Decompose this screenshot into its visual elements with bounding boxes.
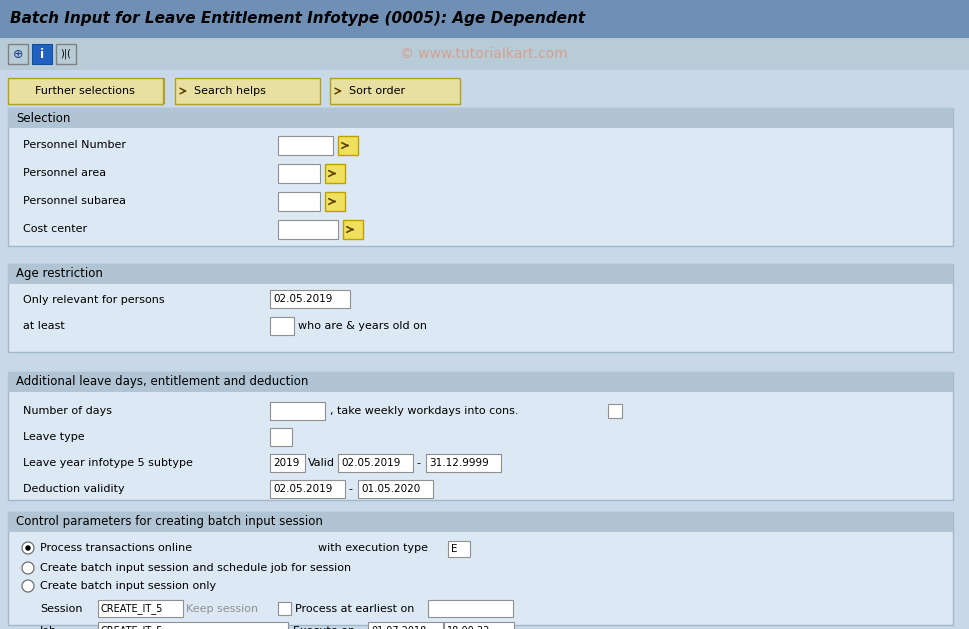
- Text: Batch Input for Leave Entitlement Infotype (0005): Age Dependent: Batch Input for Leave Entitlement Infoty…: [10, 11, 585, 26]
- Text: Leave year infotype 5 subtype: Leave year infotype 5 subtype: [23, 458, 193, 468]
- FancyBboxPatch shape: [330, 78, 460, 104]
- FancyBboxPatch shape: [8, 372, 953, 392]
- Text: Keep session: Keep session: [186, 604, 258, 614]
- Text: ⊕: ⊕: [13, 48, 23, 60]
- Circle shape: [22, 580, 34, 592]
- FancyBboxPatch shape: [0, 38, 969, 70]
- FancyBboxPatch shape: [0, 0, 969, 38]
- FancyBboxPatch shape: [270, 317, 294, 335]
- Text: Job: Job: [40, 626, 57, 629]
- FancyBboxPatch shape: [56, 44, 76, 64]
- FancyBboxPatch shape: [175, 78, 320, 104]
- FancyBboxPatch shape: [32, 44, 52, 64]
- Text: Age restriction: Age restriction: [16, 267, 103, 281]
- FancyBboxPatch shape: [325, 192, 345, 211]
- Text: Additional leave days, entitlement and deduction: Additional leave days, entitlement and d…: [16, 376, 308, 389]
- FancyBboxPatch shape: [270, 290, 350, 308]
- FancyBboxPatch shape: [163, 78, 165, 104]
- FancyBboxPatch shape: [8, 512, 953, 625]
- Text: Personnel area: Personnel area: [23, 168, 107, 178]
- FancyBboxPatch shape: [98, 600, 183, 617]
- Text: 02.05.2019: 02.05.2019: [341, 458, 400, 468]
- FancyBboxPatch shape: [338, 136, 358, 155]
- Text: 31.12.9999: 31.12.9999: [429, 458, 488, 468]
- FancyBboxPatch shape: [278, 602, 291, 615]
- Text: Search helps: Search helps: [194, 86, 266, 96]
- Text: Execute on: Execute on: [293, 626, 355, 629]
- Text: 02.05.2019: 02.05.2019: [273, 294, 332, 304]
- FancyBboxPatch shape: [278, 136, 333, 155]
- FancyBboxPatch shape: [8, 44, 28, 64]
- FancyBboxPatch shape: [270, 454, 305, 472]
- Text: Further selections: Further selections: [35, 86, 135, 96]
- Text: )|(: )|(: [60, 49, 72, 59]
- Text: Only relevant for persons: Only relevant for persons: [23, 295, 165, 305]
- FancyBboxPatch shape: [444, 622, 514, 629]
- Text: Personnel subarea: Personnel subarea: [23, 196, 126, 206]
- Text: CREATE_IT_5: CREATE_IT_5: [101, 625, 164, 629]
- Circle shape: [22, 542, 34, 554]
- FancyBboxPatch shape: [270, 428, 292, 446]
- FancyBboxPatch shape: [448, 541, 470, 557]
- Text: -: -: [348, 484, 352, 494]
- Text: with execution type: with execution type: [318, 543, 428, 553]
- Text: Control parameters for creating batch input session: Control parameters for creating batch in…: [16, 516, 323, 528]
- FancyBboxPatch shape: [270, 480, 345, 498]
- FancyBboxPatch shape: [8, 372, 953, 500]
- FancyBboxPatch shape: [278, 220, 338, 239]
- Text: Leave type: Leave type: [23, 432, 84, 442]
- FancyBboxPatch shape: [338, 454, 413, 472]
- Circle shape: [25, 545, 31, 551]
- Text: 01.05.2020: 01.05.2020: [361, 484, 421, 494]
- FancyBboxPatch shape: [8, 264, 953, 352]
- FancyBboxPatch shape: [98, 622, 288, 629]
- Text: i: i: [40, 48, 44, 60]
- Text: Process transactions online: Process transactions online: [40, 543, 192, 553]
- FancyBboxPatch shape: [278, 164, 320, 183]
- Circle shape: [22, 562, 34, 574]
- Text: Sort order: Sort order: [349, 86, 405, 96]
- FancyBboxPatch shape: [8, 108, 953, 128]
- Text: Selection: Selection: [16, 111, 71, 125]
- FancyBboxPatch shape: [358, 480, 433, 498]
- Text: 02.05.2019: 02.05.2019: [273, 484, 332, 494]
- Text: 2019: 2019: [273, 458, 299, 468]
- Text: Personnel Number: Personnel Number: [23, 140, 126, 150]
- Text: E: E: [451, 544, 457, 554]
- FancyBboxPatch shape: [8, 264, 953, 284]
- Text: 01.07.2018: 01.07.2018: [371, 625, 426, 629]
- Text: -: -: [416, 458, 420, 468]
- FancyBboxPatch shape: [426, 454, 501, 472]
- FancyBboxPatch shape: [8, 512, 953, 532]
- Text: 18:00:33: 18:00:33: [447, 625, 490, 629]
- Text: Deduction validity: Deduction validity: [23, 484, 125, 494]
- FancyBboxPatch shape: [278, 192, 320, 211]
- Text: Session: Session: [40, 604, 82, 614]
- Text: Create batch input session and schedule job for session: Create batch input session and schedule …: [40, 563, 351, 573]
- Text: Create batch input session only: Create batch input session only: [40, 581, 216, 591]
- Text: CREATE_IT_5: CREATE_IT_5: [101, 603, 164, 614]
- Text: Number of days: Number of days: [23, 406, 112, 416]
- FancyBboxPatch shape: [428, 600, 513, 617]
- FancyBboxPatch shape: [343, 220, 363, 239]
- FancyBboxPatch shape: [8, 108, 953, 246]
- FancyBboxPatch shape: [608, 404, 622, 418]
- Text: © www.tutorialkart.com: © www.tutorialkart.com: [400, 47, 568, 61]
- FancyBboxPatch shape: [8, 78, 163, 104]
- FancyBboxPatch shape: [325, 164, 345, 183]
- Text: Process at earliest on: Process at earliest on: [295, 604, 415, 614]
- Text: Valid: Valid: [308, 458, 335, 468]
- Text: , take weekly workdays into cons.: , take weekly workdays into cons.: [330, 406, 518, 416]
- Text: Cost center: Cost center: [23, 224, 87, 234]
- FancyBboxPatch shape: [368, 622, 443, 629]
- Text: who are & years old on: who are & years old on: [298, 321, 427, 331]
- Text: at least: at least: [23, 321, 65, 331]
- FancyBboxPatch shape: [270, 402, 325, 420]
